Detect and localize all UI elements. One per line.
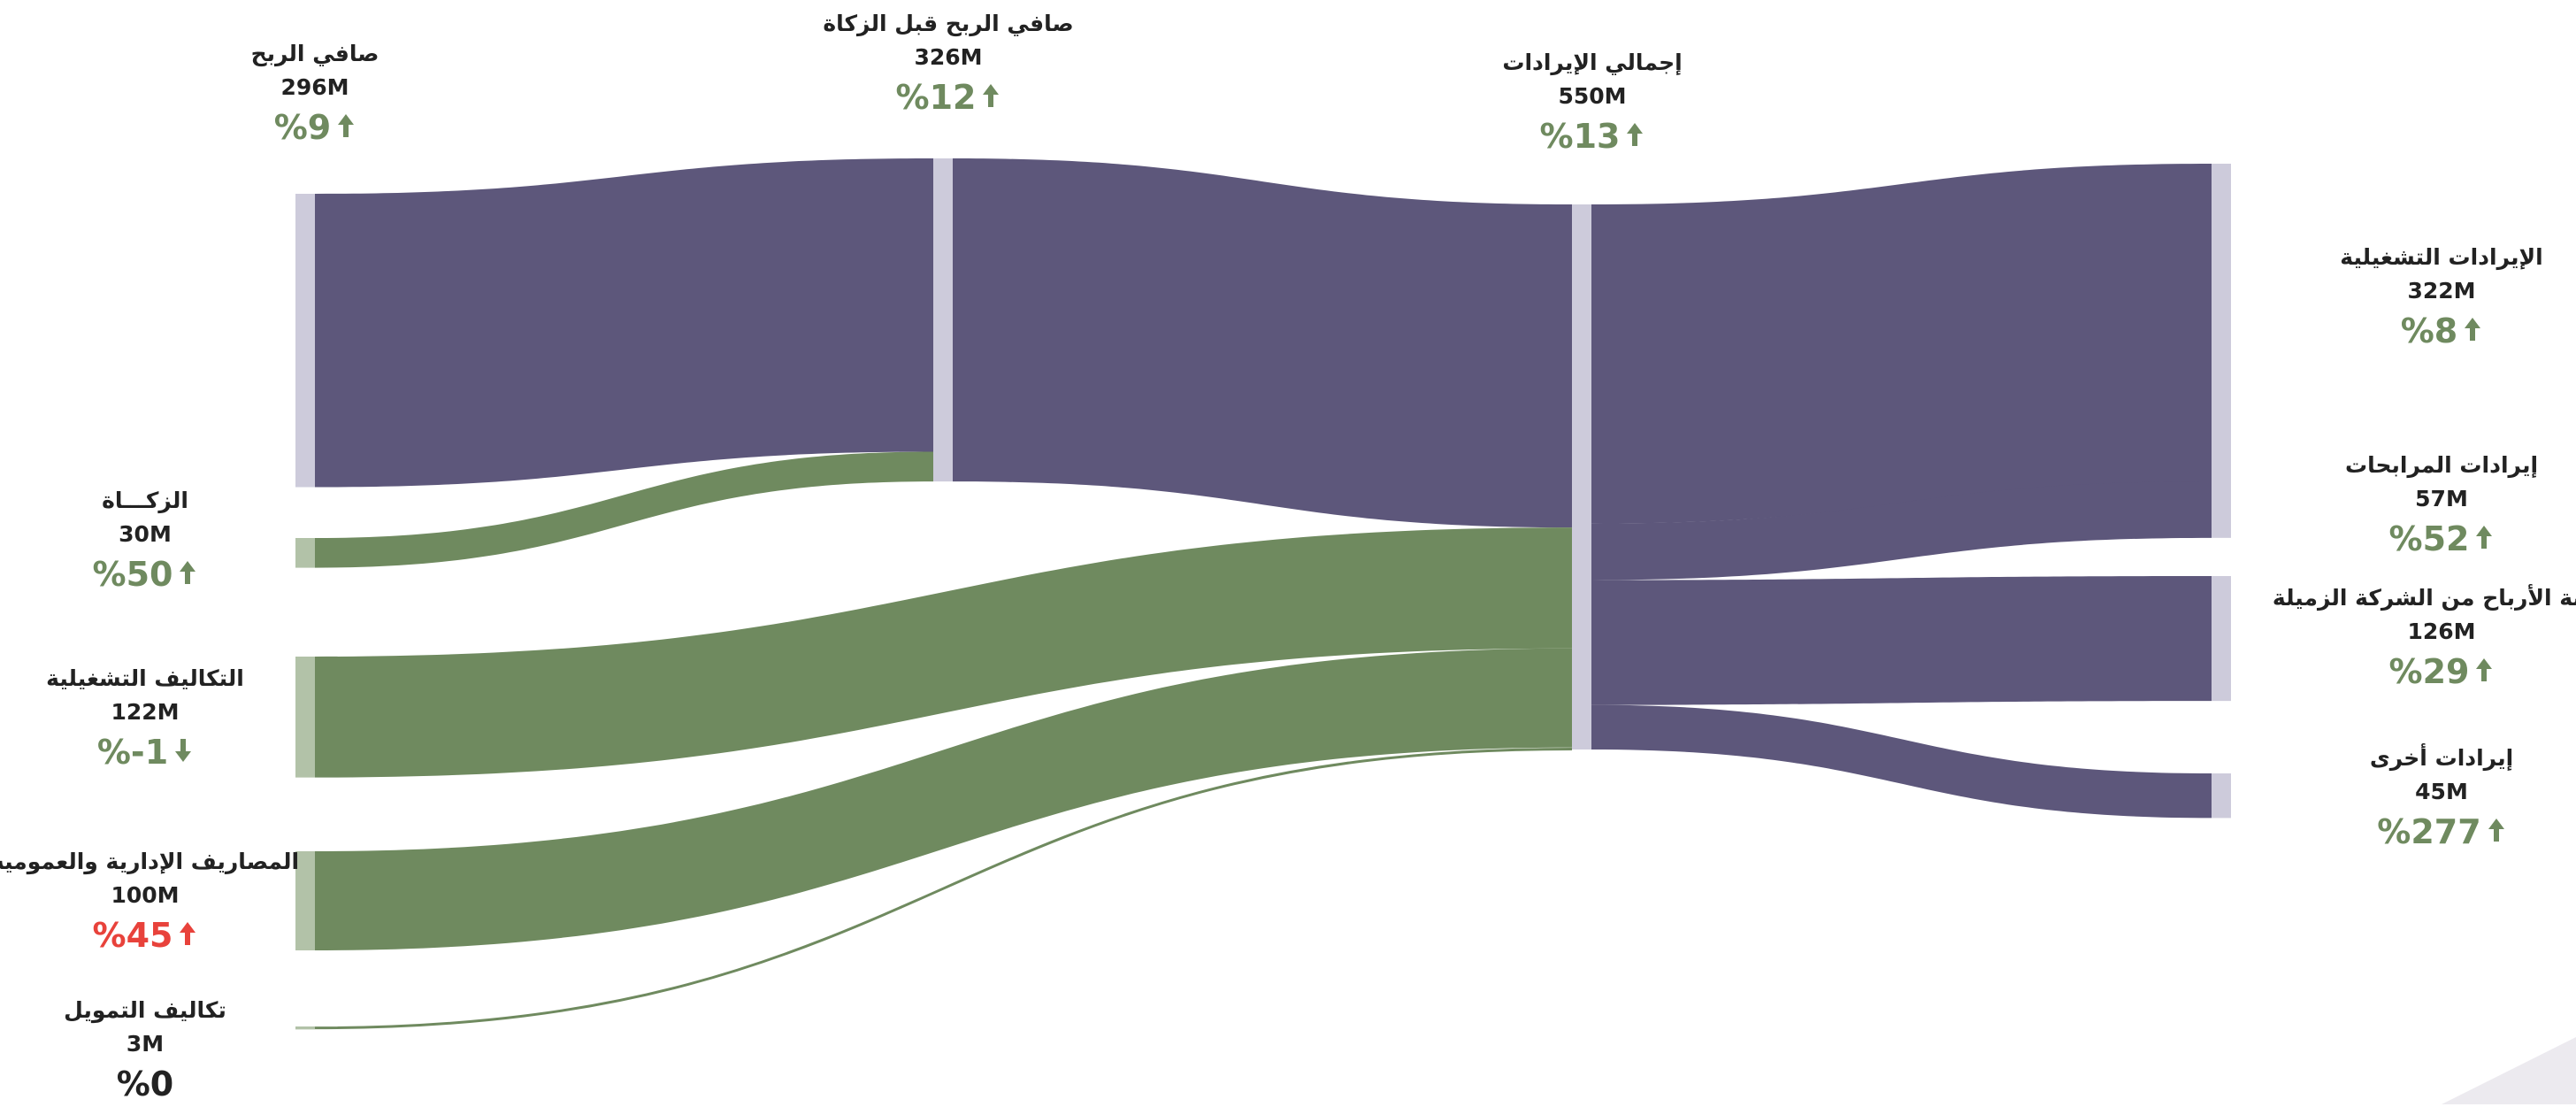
node-name: صافي الربح قبل الزكاة — [823, 11, 1074, 36]
node-change: %29 — [2247, 649, 2576, 695]
sankey-nodes — [295, 158, 2231, 1030]
node-label-net_profit: صافي الربح 296M %9 — [120, 37, 510, 150]
node-change: %52 — [2247, 516, 2576, 562]
node-change: %9 — [120, 104, 510, 150]
node-bar-admin — [295, 851, 315, 950]
change-value: %50 — [92, 555, 173, 594]
arrow-up-icon — [2463, 308, 2482, 354]
link-associate-to-total_rev — [1591, 576, 2212, 705]
node-change: %-1 — [0, 729, 340, 775]
arrow-down-icon — [173, 729, 193, 775]
node-bar-finance — [295, 1026, 315, 1030]
arrow-up-icon — [178, 551, 197, 597]
node-change: %50 — [0, 551, 340, 597]
sankey-links — [314, 158, 2212, 1030]
node-name: المصاريف الإدارية والعمومية — [0, 849, 300, 874]
node-label-associate: حصة الأرباح من الشركة الزميلة 126M %29 — [2247, 581, 2576, 695]
change-value: %-1 — [96, 733, 169, 772]
link-pre_zakat-to-net_profit — [315, 158, 933, 488]
node-label-total_rev: إجمالي الإيرادات 550M %13 — [1398, 46, 1787, 159]
node-bar-opex — [295, 657, 315, 778]
link-total_rev-to-finance — [314, 747, 1573, 1030]
change-value: %45 — [92, 916, 173, 955]
arrow-up-icon — [1625, 113, 1644, 159]
node-change: %277 — [2247, 809, 2576, 855]
node-change: %12 — [754, 74, 1143, 120]
node-label-finance: تكاليف التمويل 3M %0 — [0, 994, 340, 1107]
node-bar-associate — [2212, 576, 2231, 702]
node-label-pre_zakat: صافي الربح قبل الزكاة 326M %12 — [754, 7, 1143, 120]
node-label-zakat: الزكـــاة 30M %50 — [0, 484, 340, 597]
node-name: إجمالي الإيرادات — [1502, 50, 1683, 75]
arrow-up-icon — [2474, 649, 2494, 695]
change-value: %277 — [2377, 812, 2481, 851]
node-change: %45 — [0, 912, 340, 958]
arrow-up-icon — [178, 912, 197, 958]
node-value: 296M — [280, 74, 349, 100]
node-label-opex: التكاليف التشغيلية 122M %-1 — [0, 662, 340, 775]
node-value: 550M — [1558, 83, 1627, 109]
node-value: 122M — [111, 699, 180, 725]
arrow-up-icon — [336, 104, 356, 150]
arrow-up-icon — [2487, 809, 2506, 855]
node-name: إيرادات المرابحات — [2344, 452, 2539, 478]
corner-decoration — [2442, 1037, 2576, 1104]
node-bar-op_rev — [2212, 164, 2231, 483]
change-value: %0 — [116, 1065, 174, 1103]
node-bar-zakat — [295, 538, 315, 568]
node-label-admin: المصاريف الإدارية والعمومية 100M %45 — [0, 845, 340, 958]
node-change: %8 — [2247, 308, 2576, 354]
node-name: التكاليف التشغيلية — [46, 665, 244, 691]
node-label-op_rev: الإيرادات التشغيلية 322M %8 — [2247, 241, 2576, 354]
node-value: 57M — [2415, 486, 2468, 511]
node-value: 3M — [126, 1031, 165, 1057]
link-total_rev-to-opex — [315, 527, 1572, 778]
node-name: تكاليف التمويل — [64, 997, 226, 1023]
arrow-up-icon — [2474, 516, 2494, 562]
node-name: إيرادات أخرى — [2369, 745, 2514, 771]
node-value: 326M — [914, 44, 983, 70]
node-bar-net_profit — [295, 194, 315, 488]
node-value: 322M — [2407, 278, 2476, 304]
node-bar-murabaha — [2212, 481, 2231, 538]
node-name: صافي الربح — [250, 41, 380, 66]
change-value: %8 — [2400, 311, 2458, 350]
change-value: %29 — [2388, 652, 2470, 691]
change-value: %52 — [2388, 519, 2470, 558]
node-change: %0 — [0, 1061, 340, 1107]
link-other_rev-to-total_rev — [1591, 704, 2212, 819]
link-total_rev-to-admin — [315, 648, 1572, 950]
node-change: %13 — [1398, 113, 1787, 159]
node-bar-pre_zakat — [933, 158, 953, 482]
node-value: 100M — [111, 882, 180, 908]
change-value: %12 — [895, 78, 977, 117]
node-name: حصة الأرباح من الشركة الزميلة — [2272, 585, 2576, 611]
link-total_rev-to-pre_zakat — [953, 158, 1572, 528]
node-value: 126M — [2407, 619, 2476, 644]
change-value: %9 — [273, 108, 332, 147]
change-value: %13 — [1539, 117, 1621, 156]
node-label-other_rev: إيرادات أخرى 45M %277 — [2247, 742, 2576, 855]
node-value: 30M — [119, 521, 172, 547]
node-label-murabaha: إيرادات المرابحات 57M %52 — [2247, 449, 2576, 562]
node-value: 45M — [2415, 779, 2468, 804]
node-bar-total_rev — [1572, 204, 1591, 750]
link-op_rev-to-total_rev — [1591, 164, 2212, 524]
link-murabaha-to-total_rev — [1591, 481, 2212, 580]
node-bar-other_rev — [2212, 773, 2231, 819]
node-name: الإيرادات التشغيلية — [2340, 244, 2543, 270]
arrow-up-icon — [981, 74, 1000, 120]
link-pre_zakat-to-zakat — [315, 451, 933, 568]
node-name: الزكـــاة — [102, 488, 188, 513]
